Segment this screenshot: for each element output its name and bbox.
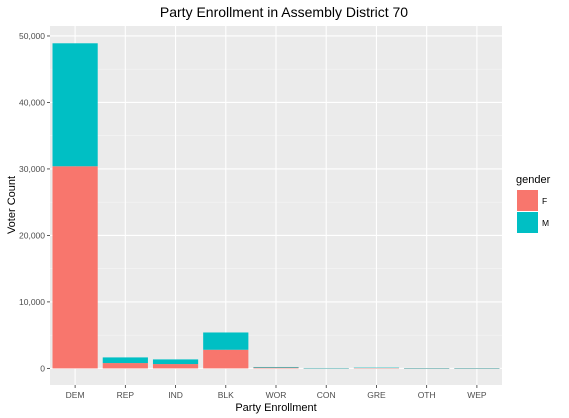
y-tick-label: 40,000 [19,97,45,107]
x-tick-label: DEM [66,390,85,400]
bar-ind-f [152,364,199,369]
y-tick-label: 50,000 [19,31,45,41]
legend-label-f: F [542,196,547,206]
x-axis-title: Party Enrollment [235,402,316,414]
x-tick-label: WOR [266,390,287,400]
bar-dem-m [52,43,98,167]
bar-ind-m [152,359,199,365]
x-axis: DEM REP IND BLK WOR CON GRE OTH WEP [66,385,487,400]
x-tick-label: IND [168,390,183,400]
x-tick-label: OTH [418,390,436,400]
x-tick-label: BLK [218,390,234,400]
legend: gender FM [516,174,551,233]
grid-lines [50,26,502,385]
bar-wor-f [253,367,299,369]
y-tick-label: 0 [40,363,45,373]
bar-rep-f [102,363,148,369]
bar-dem-f [52,166,98,369]
y-tick-label: 10,000 [19,297,45,307]
y-axis: 0 10,000 20,000 30,000 40,000 50,000 [19,31,50,373]
bar-wor-m [253,366,299,368]
bars [52,43,500,369]
x-tick-label: GRE [367,390,386,400]
bar-blk-m [203,332,249,350]
bar-blk-f [203,349,249,369]
legend-label-m: M [542,218,549,228]
x-tick-label: WEP [467,390,487,400]
legend-title: gender [516,174,551,186]
chart-title: Party Enrollment in Assembly District 70 [160,4,408,20]
legend-swatch-f [517,190,538,211]
y-tick-label: 20,000 [19,230,45,240]
legend-items: FM [517,190,549,233]
x-tick-label: CON [317,390,336,400]
bar-rep-m [102,357,148,364]
y-axis-title: Voter Count [6,176,18,234]
x-tick-label: REP [117,390,135,400]
legend-swatch-m [517,212,538,233]
y-tick-label: 30,000 [19,164,45,174]
